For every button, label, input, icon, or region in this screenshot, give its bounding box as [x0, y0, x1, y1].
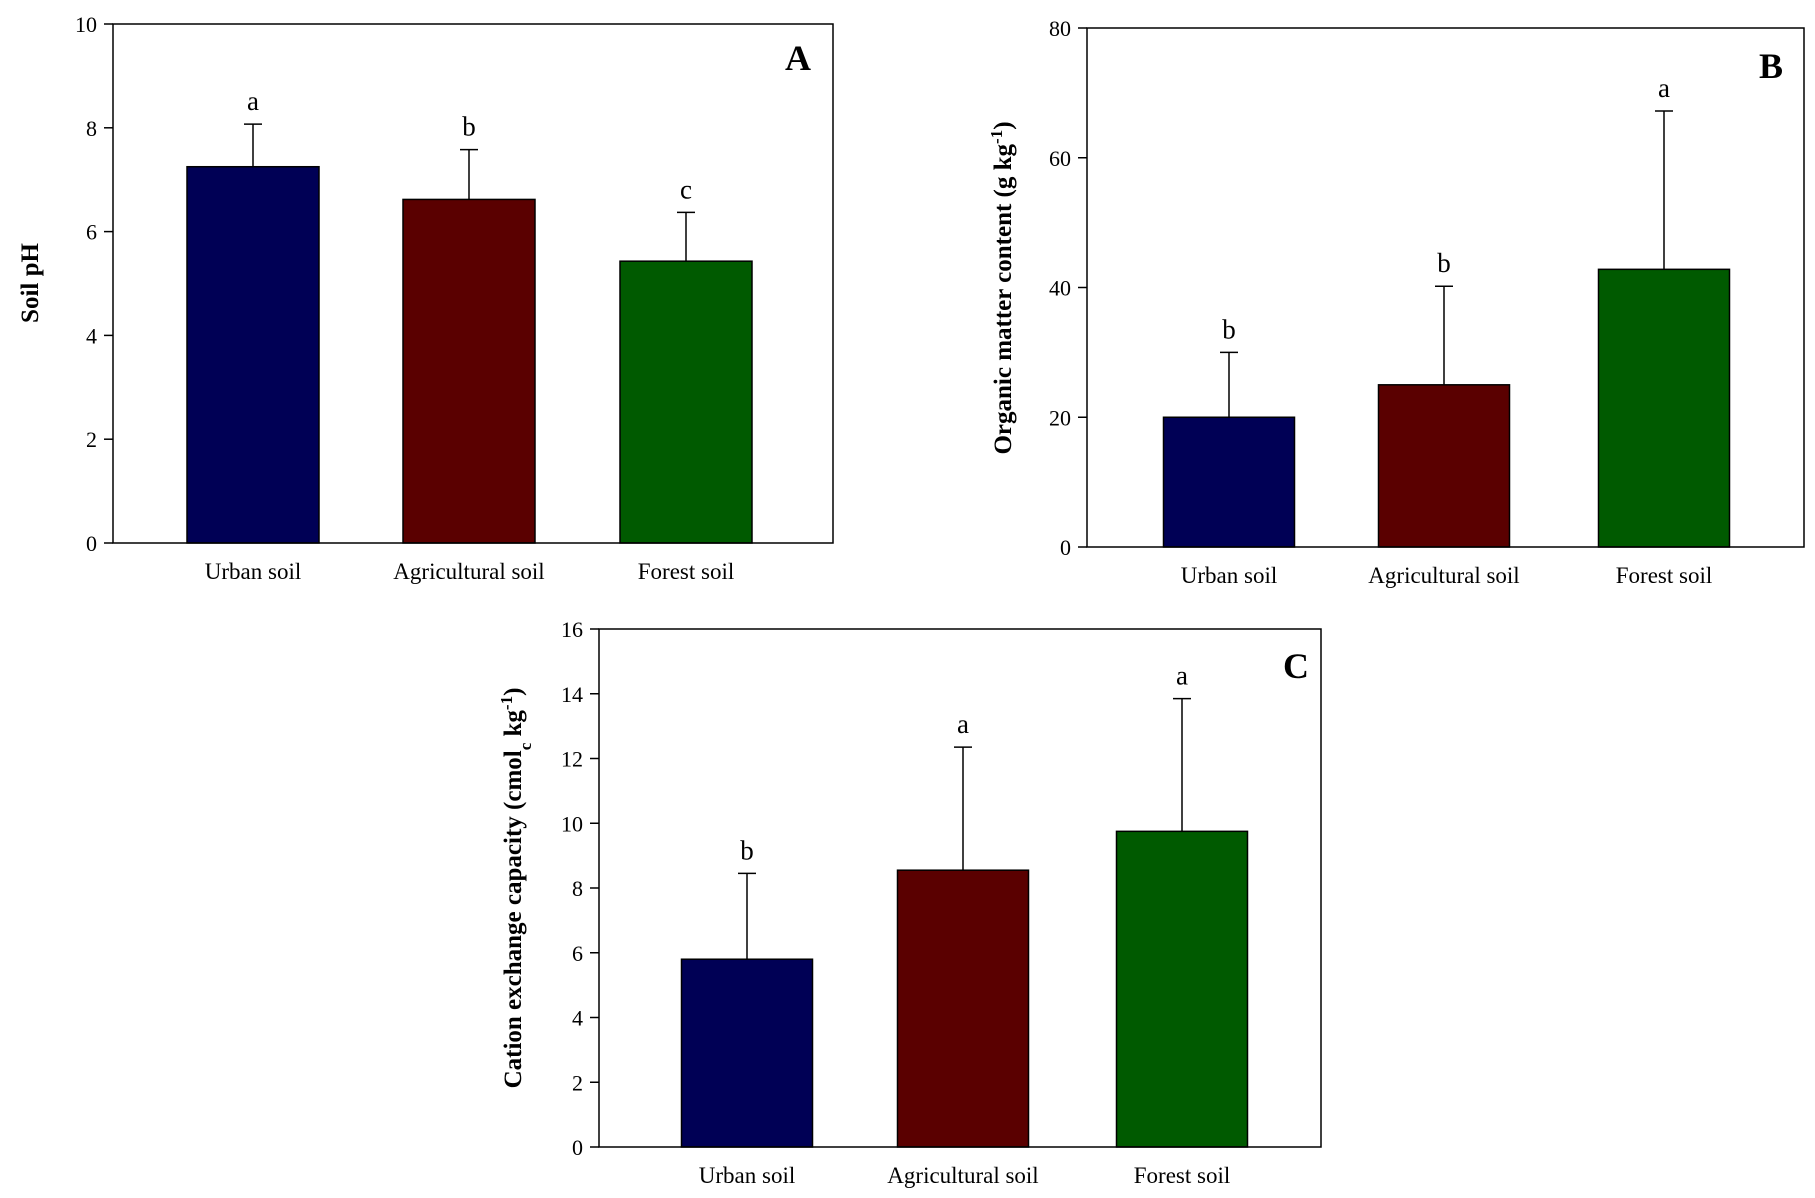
y-axis-label-superscript: -1	[497, 696, 516, 710]
y-tick-label-c: 10	[561, 811, 583, 836]
bar-a-2	[402, 198, 536, 544]
plot-frame-a	[112, 23, 834, 544]
error-bar-c-2	[954, 746, 972, 871]
significance-letter-a-2: b	[462, 112, 476, 142]
y-tick-label-c: 4	[572, 1006, 583, 1031]
error-bar-b-1	[1220, 351, 1238, 418]
category-label-a-3: Forest soil	[638, 559, 734, 584]
significance-letter-c-1: b	[740, 835, 754, 865]
significance-letter-c-3: a	[1176, 661, 1188, 691]
category-label-c-3: Forest soil	[1134, 1163, 1230, 1188]
y-axis-label-superscript: -1	[987, 130, 1006, 144]
significance-letter-b-3: a	[1658, 73, 1670, 103]
bar-c-2	[896, 869, 1030, 1148]
bar-b-3	[1597, 268, 1731, 548]
y-tick-label-b: 60	[1049, 146, 1071, 171]
error-bar-a-2	[460, 148, 478, 200]
error-bar-a-1	[244, 123, 262, 167]
significance-letter-a-3: c	[680, 174, 692, 204]
y-tick-label-b: 40	[1049, 276, 1071, 301]
bar-b-2	[1377, 384, 1511, 548]
y-axis-label-text: Soil pH	[17, 243, 44, 323]
significance-letter-b-1: b	[1222, 314, 1236, 344]
y-tick-label-c: 8	[572, 876, 583, 901]
y-axis-label-text: )	[500, 688, 527, 696]
y-tick-label-b: 0	[1060, 535, 1071, 560]
bar-a-1	[186, 165, 320, 544]
y-axis-label-subscript: c	[516, 742, 535, 750]
y-tick-label-b: 20	[1049, 405, 1071, 430]
significance-letter-b-2: b	[1437, 248, 1451, 278]
category-label-a-2: Agricultural soil	[393, 559, 544, 584]
chart-panel-b: b b a 0 20 40 60 80 Urban soil Agricultural soil F…	[987, 16, 1805, 588]
bar-c-3	[1115, 830, 1249, 1148]
y-axis-label-text: kg	[500, 710, 527, 743]
category-label-b-1: Urban soil	[1181, 563, 1277, 588]
bar-a-3	[619, 260, 753, 544]
y-tick-label-a: 6	[86, 220, 97, 245]
y-tick-label-c: 0	[572, 1135, 583, 1160]
category-label-c-1: Urban soil	[699, 1163, 795, 1188]
panel-label-a: A	[785, 38, 811, 78]
error-bar-c-3	[1173, 697, 1191, 832]
y-axis-label-b: Organic matter content (g kg-1)	[987, 121, 1018, 454]
y-tick-label-a: 0	[86, 531, 97, 556]
category-label-a-1: Urban soil	[205, 559, 301, 584]
chart-panel-a: a b c 0 2 4 6 8 10 Urban soil Agricultural soil For…	[17, 12, 834, 584]
significance-letter-c-2: a	[957, 709, 969, 739]
panel-label-c: C	[1283, 646, 1309, 686]
y-tick-label-c: 12	[561, 747, 583, 772]
y-tick-label-c: 14	[561, 682, 583, 707]
y-tick-label-c: 2	[572, 1070, 583, 1095]
error-bar-b-3	[1655, 110, 1673, 270]
category-label-c-2: Agricultural soil	[887, 1163, 1038, 1188]
y-axis-label-text: )	[990, 121, 1017, 129]
y-tick-label-b: 80	[1049, 16, 1071, 41]
category-label-b-2: Agricultural soil	[1368, 563, 1519, 588]
panel-label-b: B	[1759, 46, 1783, 86]
significance-letter-a-1: a	[247, 86, 259, 116]
y-axis-label-text: Organic matter content (g kg	[990, 143, 1017, 454]
error-bar-b-2	[1435, 285, 1453, 385]
category-label-b-3: Forest soil	[1616, 563, 1712, 588]
chart-panel-c: b a a 0 2 4 6 8 10 12 14 16 Urban soil Agricultural s…	[497, 617, 1322, 1188]
y-tick-label-a: 8	[86, 116, 97, 141]
y-tick-label-a: 4	[86, 323, 97, 348]
y-axis-label-text: Cation exchange capacity (cmol	[500, 750, 527, 1088]
bar-b-1	[1162, 416, 1296, 548]
y-tick-label-a: 2	[86, 427, 97, 452]
y-tick-label-a: 10	[75, 12, 97, 37]
error-bar-c-1	[738, 872, 756, 960]
error-bar-a-3	[677, 211, 695, 262]
y-axis-label-a: Soil pH	[17, 243, 44, 323]
y-tick-label-c: 16	[561, 617, 583, 642]
bar-c-1	[680, 958, 814, 1148]
y-axis-label-c: Cation exchange capacity (cmolc kg-1)	[497, 688, 535, 1089]
y-tick-label-c: 6	[572, 941, 583, 966]
